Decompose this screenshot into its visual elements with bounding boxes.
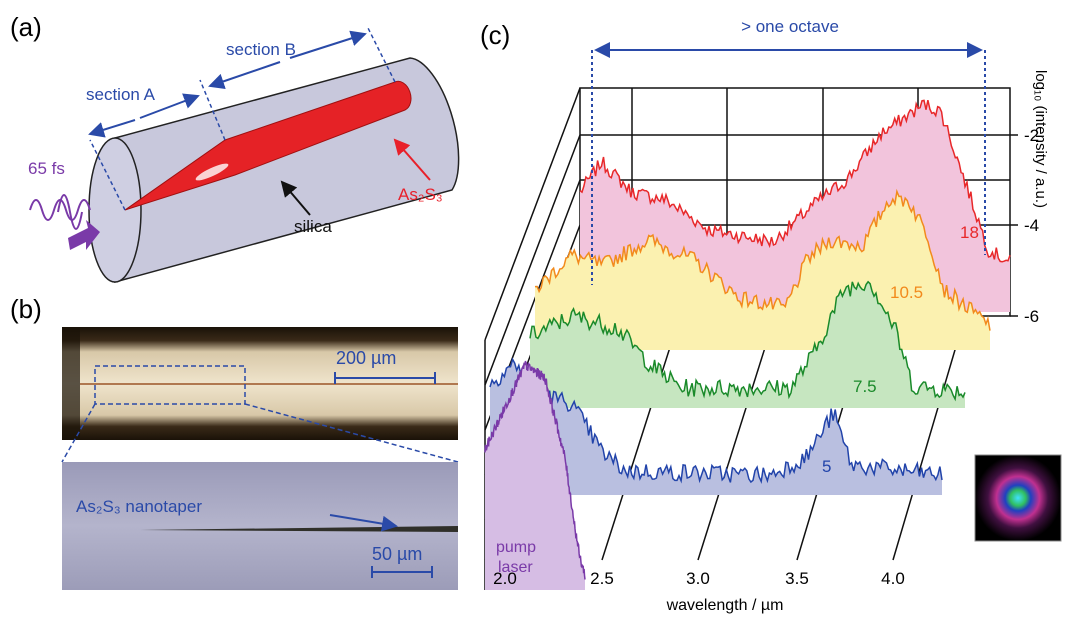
cladding-label: silica <box>294 217 332 236</box>
pump-label: pump <box>496 539 536 556</box>
y-axis-title: log₁₀ (intensity / a.u.) <box>1032 70 1049 208</box>
x-tick-label: 2.0 <box>493 569 517 588</box>
trace-label: 18 <box>960 223 979 242</box>
y-tick-label: -2 <box>1024 126 1039 145</box>
fiber-drawing <box>29 27 460 283</box>
spectrum-line <box>484 360 586 580</box>
core-label: As₂S₃ <box>398 185 443 204</box>
micrographs <box>61 327 459 590</box>
spectrum-fill <box>530 281 965 408</box>
x-axis-title: wavelength / µm <box>666 597 784 614</box>
spectrum-line <box>579 99 1011 263</box>
y-tick-label: -6 <box>1024 307 1039 326</box>
spectrum-line <box>534 188 991 331</box>
spectra: 18 10.5 7.5 5 pump laser <box>484 99 1011 590</box>
pulse-label: 65 fs <box>28 159 65 178</box>
section-b-label: section B <box>226 40 296 59</box>
span-label: > one octave <box>741 17 839 36</box>
x-tick-label: 4.0 <box>881 569 905 588</box>
x-tick-label: 3.5 <box>785 569 809 588</box>
panel-label: (b) <box>10 294 42 324</box>
spectrum-fill <box>490 359 942 495</box>
taper-label: As₂S₃ nanotaper <box>76 497 202 516</box>
x-tick-label: 2.5 <box>590 569 614 588</box>
scale-label: 50 µm <box>372 544 422 564</box>
pump-label: laser <box>498 559 533 576</box>
spectrum-line <box>489 357 943 484</box>
panel-label: (a) <box>10 12 42 42</box>
octave-bracket <box>591 42 986 285</box>
trace-label: 5 <box>822 457 831 476</box>
mode-image <box>974 454 1062 542</box>
scale-label: 200 µm <box>336 348 396 368</box>
spectrum-line <box>529 280 966 402</box>
x-tick-label: 3.0 <box>686 569 710 588</box>
spectrum-fill <box>485 361 585 590</box>
section-a-label: section A <box>86 85 156 104</box>
panel-label: (c) <box>480 20 510 50</box>
y-tick-label: -4 <box>1024 216 1039 235</box>
trace-label: 7.5 <box>853 377 877 396</box>
trace-label: 10.5 <box>890 283 923 302</box>
